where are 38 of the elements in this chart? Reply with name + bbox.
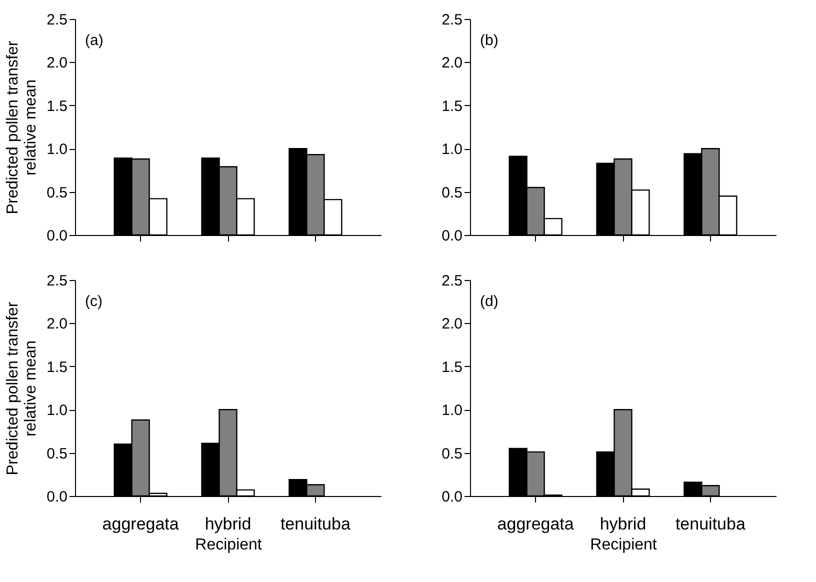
y-tick-label: 1.5	[442, 98, 462, 115]
y-tick-label: 2.5	[442, 12, 462, 28]
y-tick-label: 2.5	[46, 12, 68, 28]
y-tick-label: 2.5	[46, 272, 68, 290]
x-tick-label: hybrid	[600, 514, 646, 534]
x-tick-label: tenuituba	[675, 514, 746, 534]
y-tick-label: 1.0	[46, 402, 68, 420]
annotation: (c)	[85, 293, 102, 310]
y-tick-label: 0.5	[46, 445, 68, 462]
y-tick-label: 2.0	[442, 316, 462, 333]
annotation: (a)	[85, 32, 104, 49]
y-tick-label: 0.5	[46, 184, 68, 202]
y-tick-label: 2.0	[46, 316, 68, 333]
y-tick-label: 1.5	[46, 98, 68, 115]
y-tick-label: 0.0	[442, 488, 462, 506]
annotation: (b)	[480, 32, 498, 49]
x-tick-label: aggregata	[102, 514, 180, 534]
y-axis-title: Predicted pollen transfer relative mean	[4, 40, 40, 214]
y-tick-label: 0.5	[442, 445, 462, 462]
y-tick-label: 1.0	[46, 141, 68, 158]
y-tick-label: 0.0	[46, 488, 68, 506]
y-tick-label: 0.0	[442, 228, 462, 244]
y-tick-label: 1.0	[442, 141, 462, 158]
y-axis-title: Predicted pollen transfer relative mean	[4, 301, 40, 476]
y-tick-label: 2.5	[442, 272, 462, 290]
x-tick-label: tenuituba	[280, 514, 351, 534]
y-tick-label: 2.0	[46, 54, 68, 72]
y-tick-label: 1.5	[442, 358, 462, 376]
x-axis-title: Recipient	[590, 536, 658, 554]
y-tick-label: 0.0	[46, 228, 68, 244]
y-tick-label: 1.0	[442, 402, 462, 420]
x-tick-label: hybrid	[204, 514, 252, 534]
y-tick-label: 1.5	[46, 358, 68, 376]
y-tick-label: 2.0	[442, 54, 462, 72]
y-tick-label: 0.5	[442, 184, 462, 202]
x-tick-label: aggregata	[497, 514, 574, 534]
x-axis-title: Recipient	[195, 536, 262, 554]
annotation: (d)	[480, 293, 498, 310]
